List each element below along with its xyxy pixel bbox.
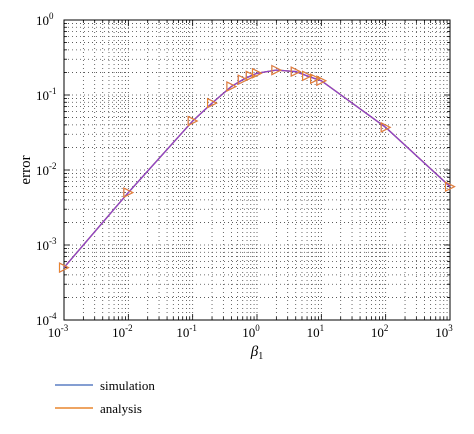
data-point-analysis (245, 70, 257, 82)
data-point-analysis (187, 115, 199, 127)
x-tick-label: 102 (371, 323, 389, 340)
x-tick-label: 10-3 (48, 323, 69, 340)
data-point-analysis (444, 181, 456, 193)
y-tick-label: 100 (36, 11, 54, 28)
series-group (58, 64, 456, 273)
series-line-overlay (63, 69, 451, 268)
x-tick-label: 10-1 (176, 323, 197, 340)
y-axis-label: error (18, 155, 34, 184)
x-axis-label: β1 (250, 344, 263, 362)
data-point-analysis (206, 97, 218, 109)
x-tick-label: 10-2 (112, 323, 133, 340)
x-tick-label: 100 (242, 323, 260, 340)
x-tick-label: 101 (307, 323, 325, 340)
y-tick-label: 10-4 (36, 311, 57, 328)
legend: simulation analysis (55, 378, 155, 416)
data-point-analysis (271, 64, 283, 76)
y-tick-label: 10-3 (36, 236, 57, 253)
data-point-analysis (237, 74, 249, 86)
legend-label-analysis: analysis (100, 401, 142, 416)
data-point-analysis (58, 262, 70, 273)
y-tick-label: 10-1 (36, 86, 57, 103)
data-point-analysis (380, 121, 392, 133)
data-point-analysis (290, 66, 302, 78)
legend-label-simulation: simulation (100, 378, 155, 393)
x-tick-label: 103 (435, 323, 453, 340)
data-point-analysis (302, 70, 313, 82)
tick-marks (64, 20, 450, 320)
grid-lines (64, 20, 450, 320)
x-tick-labels: 10-3 10-2 10-1 100 101 102 103 (48, 323, 454, 340)
y-tick-labels: 10-4 10-3 10-2 10-1 100 (36, 11, 57, 328)
data-point-analysis (251, 67, 263, 79)
data-point-analysis (226, 81, 238, 92)
data-point-analysis (123, 187, 135, 198)
y-tick-label: 10-2 (36, 161, 57, 178)
data-point-analysis (316, 75, 328, 87)
data-point-analysis (310, 73, 321, 85)
